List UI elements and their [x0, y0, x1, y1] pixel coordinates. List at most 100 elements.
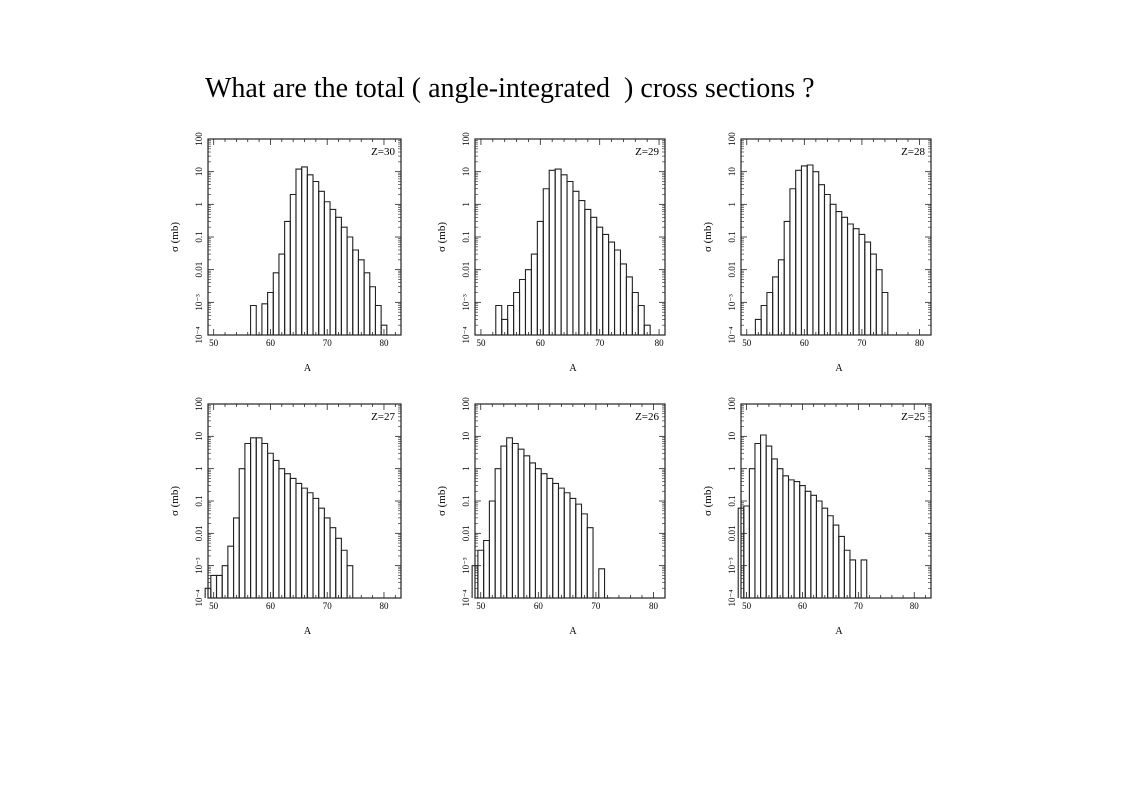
histogram-bin: [787, 479, 795, 598]
histogram-bin: [631, 291, 639, 335]
histogram-bin: [643, 324, 651, 335]
y-tick-label: 0.01: [727, 262, 737, 278]
histogram-bin: [869, 253, 877, 335]
histogram-bin: [284, 473, 291, 598]
histogram-bin: [312, 497, 320, 598]
histogram-bin: [278, 468, 286, 598]
histogram-bin: [340, 549, 348, 598]
histogram-bin: [369, 286, 377, 335]
histogram-bin: [323, 517, 331, 598]
histogram-panel: 50 60 70 80 10⁻⁴ 10⁻³ 0.01 0.1 1 10 100 Aσ (mb) Z=28: [702, 132, 932, 374]
histogram-bin: [518, 278, 527, 335]
histogram-bin: [352, 249, 359, 335]
histogram-bin: [810, 494, 817, 598]
x-tick-label: 60: [536, 338, 546, 348]
plot-frame: [740, 403, 932, 599]
histogram-bin: [818, 184, 826, 335]
x-tick-label: 80: [655, 338, 665, 348]
histogram-bin: [506, 437, 513, 598]
y-axis-label: σ (mb): [169, 222, 181, 252]
histogram-bin: [575, 503, 583, 598]
y-tick-label: 100: [461, 132, 471, 146]
x-tick-label: 60: [798, 601, 808, 611]
x-tick-label: 50: [742, 338, 752, 348]
histogram-bin: [602, 233, 610, 335]
histogram-bin: [534, 468, 542, 598]
histogram-bin: [789, 188, 797, 335]
x-tick-label: 60: [266, 338, 276, 348]
histogram-bin: [318, 507, 325, 598]
histogram-bin: [346, 236, 354, 335]
histogram-bin: [560, 174, 568, 335]
x-axis-label: A: [835, 626, 843, 637]
y-tick-label: 10⁻⁴: [727, 327, 737, 344]
y-axis-label: σ (mb): [436, 486, 448, 516]
histogram-bin: [523, 455, 531, 598]
y-tick-label: 0.01: [194, 525, 204, 541]
histogram-bin: [244, 442, 252, 598]
y-axis-label: σ (mb): [169, 486, 181, 516]
histogram-bin: [754, 442, 762, 598]
histogram-panel: 50 60 70 80 10⁻⁴ 10⁻³ 0.01 0.1 1 10 100 Aσ (mb) Z=26: [436, 397, 666, 637]
y-tick-label: 1: [461, 466, 471, 471]
histogram-bin: [483, 539, 490, 598]
histogram-bin: [849, 559, 857, 598]
histogram-bin: [860, 559, 868, 598]
plot-frame: [474, 138, 666, 336]
histogram-bin: [261, 442, 269, 598]
y-tick-label: 1: [461, 202, 471, 207]
histogram-bin: [329, 527, 337, 598]
histogram-bin: [374, 304, 382, 335]
y-tick-label: 0.1: [194, 231, 204, 242]
y-axis-label: σ (mb): [702, 486, 714, 516]
y-tick-label: 10⁻³: [194, 294, 204, 311]
histogram-panel: 50 60 70 80 10⁻⁴ 10⁻³ 0.01 0.1 1 10 100 Aσ (mb) Z=25: [702, 397, 932, 637]
histogram-bin: [261, 303, 269, 335]
histogram-bin: [500, 445, 508, 598]
histogram-bin: [827, 515, 834, 598]
histogram-bin: [852, 228, 860, 335]
x-axis-label: A: [304, 626, 312, 637]
histogram-bin: [875, 269, 883, 335]
y-axis-label: σ (mb): [702, 222, 714, 252]
histogram-bin: [572, 190, 580, 335]
histogram-bin: [318, 190, 325, 335]
x-tick-label: 70: [323, 601, 333, 611]
histogram-bin: [881, 291, 889, 335]
histogram-bin: [806, 164, 814, 335]
histogram-bin: [250, 304, 257, 335]
histogram-bin: [743, 505, 750, 598]
histogram-bin: [596, 226, 604, 335]
y-tick-label: 1: [727, 202, 737, 207]
histogram-bin: [477, 549, 485, 598]
histogram-bin: [250, 437, 257, 598]
y-axis-label: σ (mb): [436, 222, 448, 252]
x-tick-label: 60: [800, 338, 810, 348]
x-tick-label: 80: [379, 338, 389, 348]
histogram-bin: [232, 517, 240, 598]
y-tick-label: 10: [194, 431, 204, 441]
y-tick-label: 0.1: [727, 231, 737, 242]
histogram-bin: [495, 304, 503, 335]
histogram-bin: [563, 492, 571, 598]
x-tick-label: 70: [857, 338, 867, 348]
x-axis-label: A: [569, 363, 577, 374]
histogram-bin: [815, 500, 823, 598]
histogram-bin: [782, 475, 790, 598]
histogram-bin: [835, 211, 843, 335]
y-tick-label: 0.01: [461, 525, 471, 541]
y-tick-label: 10⁻³: [461, 557, 471, 574]
histogram-bin: [289, 193, 297, 335]
y-tick-label: 0.1: [727, 495, 737, 506]
histogram-bin: [590, 216, 598, 335]
histogram-bin: [776, 468, 784, 598]
y-tick-label: 0.1: [461, 231, 471, 242]
histogram-bin: [864, 241, 872, 335]
plot-frame: [207, 403, 402, 599]
histogram-bin: [838, 535, 845, 598]
panel-label: Z=30: [371, 146, 395, 158]
histogram-bin: [494, 468, 502, 598]
histogram-bin: [760, 434, 767, 598]
y-tick-label: 100: [727, 397, 737, 411]
